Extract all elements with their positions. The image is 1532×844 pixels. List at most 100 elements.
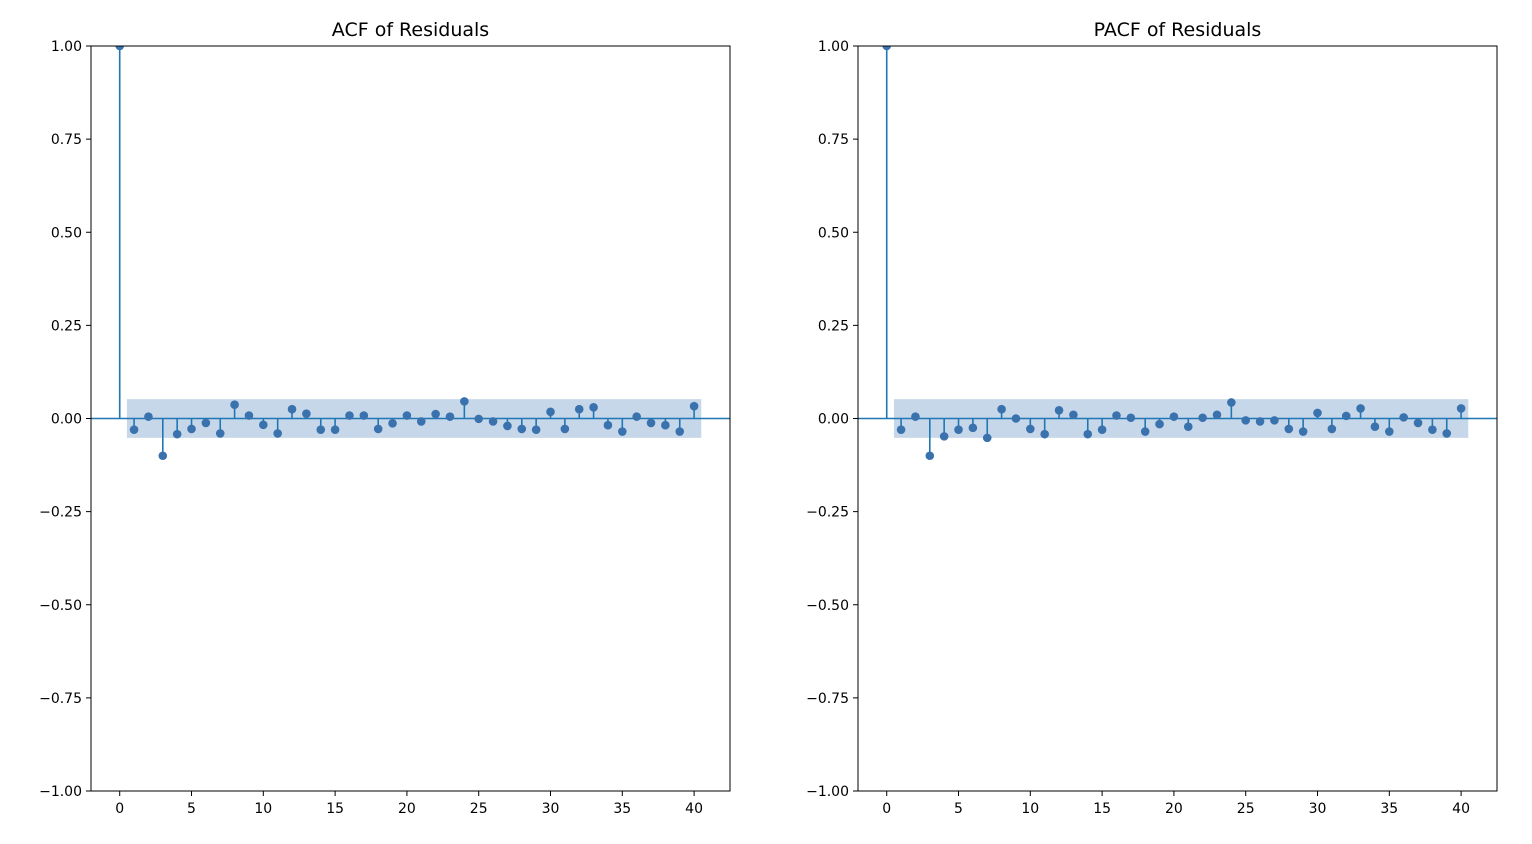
- pacf-marker-lag-21: [1183, 422, 1193, 431]
- pacf-marker-lag-22: [1198, 413, 1207, 423]
- acf-marker-lag-1: [129, 425, 139, 434]
- pacf-marker-lag-11: [1040, 429, 1049, 439]
- pacf-marker-lag-30: [1313, 408, 1322, 418]
- acf-marker-lag-13: [302, 409, 311, 418]
- acf-marker-lag-5: [187, 424, 196, 434]
- acf-marker-lag-29: [531, 425, 541, 434]
- pacf-marker-lag-0: [882, 46, 892, 51]
- acf-marker-lag-8: [230, 400, 239, 410]
- acf-marker-lag-12: [287, 404, 297, 414]
- pacf-y-tick-label: 0.50: [818, 225, 849, 241]
- acf-y-tick-label: −0.25: [39, 505, 82, 521]
- pacf-y-tick-label: 1.00: [818, 39, 849, 55]
- pacf-x-tick-label: 0: [882, 801, 891, 817]
- acf-y-tick-label: 1.00: [51, 39, 82, 55]
- acf-marker-lag-40: [689, 401, 699, 411]
- acf-marker-lag-11: [273, 429, 282, 438]
- pacf-marker-lag-4: [939, 432, 949, 441]
- pacf-marker-lag-13: [1069, 410, 1078, 420]
- acf-marker-lag-35: [618, 427, 627, 436]
- pacf-x-tick-label: 30: [1309, 801, 1327, 817]
- acf-marker-lag-37: [646, 418, 656, 428]
- acf-marker-lag-10: [259, 420, 268, 430]
- pacf-marker-lag-6: [968, 423, 978, 433]
- pacf-marker-lag-36: [1399, 413, 1408, 422]
- acf-y-tick-label: −1.00: [39, 784, 82, 800]
- pacf-x-tick-label: 25: [1237, 801, 1255, 817]
- pacf-marker-lag-8: [997, 404, 1006, 414]
- pacf-marker-lag-27: [1270, 416, 1279, 425]
- acf-marker-lag-6: [201, 418, 211, 428]
- pacf-marker-lag-31: [1327, 424, 1337, 434]
- acf-marker-lag-4: [172, 429, 182, 439]
- acf-panel: ACF of Residuals −1.00 −0.75 −0.50 −0.25 0.0…: [39, 19, 731, 817]
- pacf-marker-lag-35: [1385, 427, 1394, 436]
- pacf-marker-lag-38: [1428, 425, 1437, 434]
- acf-marker-lag-27: [503, 421, 512, 431]
- pacf-x-tick-label: 35: [1380, 801, 1398, 817]
- acf-y-tick-label: −0.50: [39, 598, 82, 614]
- pacf-y-tick-label: −0.75: [806, 691, 849, 707]
- pacf-marker-lag-15: [1097, 425, 1107, 434]
- pacf-marker-lag-39: [1442, 429, 1452, 438]
- pacf-marker-lag-12: [1054, 406, 1064, 415]
- acf-marker-lag-0: [115, 46, 125, 51]
- pacf-marker-lag-40: [1456, 404, 1466, 413]
- acf-title: ACF of Residuals: [332, 19, 489, 41]
- acf-x-tick-label: 15: [326, 801, 344, 817]
- acf-y-tick-label: −0.75: [39, 691, 82, 707]
- pacf-marker-lag-24: [1227, 398, 1236, 407]
- acf-marker-lag-16: [345, 411, 354, 420]
- pacf-marker-lag-19: [1155, 419, 1164, 429]
- acf-x-tick-label: 10: [254, 801, 272, 817]
- acf-marker-lag-25: [474, 414, 484, 424]
- pacf-plot-area: [858, 46, 1497, 461]
- pacf-x-tick-label: 10: [1021, 801, 1039, 817]
- pacf-marker-lag-10: [1026, 424, 1035, 434]
- pacf-marker-lag-16: [1112, 411, 1121, 420]
- acf-marker-lag-15: [330, 425, 340, 434]
- acf-marker-lag-3: [158, 451, 168, 461]
- acf-marker-lag-18: [373, 424, 383, 434]
- acf-marker-lag-21: [416, 417, 426, 426]
- pacf-y-tick-label: 0.25: [818, 318, 849, 334]
- acf-marker-lag-23: [445, 412, 455, 421]
- pacf-marker-lag-18: [1140, 427, 1150, 436]
- pacf-marker-lag-33: [1356, 404, 1365, 413]
- acf-plot-area: [91, 46, 730, 461]
- acf-marker-lag-38: [661, 420, 670, 430]
- acf-marker-lag-17: [359, 411, 369, 420]
- acf-marker-lag-30: [546, 407, 555, 417]
- pacf-x-tick-label: 5: [954, 801, 963, 817]
- pacf-marker-lag-34: [1370, 422, 1380, 431]
- pacf-marker-lag-23: [1212, 410, 1222, 420]
- pacf-marker-lag-29: [1298, 427, 1308, 436]
- pacf-x-tick-label: 15: [1093, 801, 1111, 817]
- pacf-marker-lag-17: [1126, 413, 1136, 423]
- acf-x-tick-label: 25: [470, 801, 488, 817]
- pacf-y-tick-label: −1.00: [806, 784, 849, 800]
- acf-marker-lag-7: [215, 429, 225, 438]
- acf-x-tick-label: 0: [115, 801, 124, 817]
- pacf-marker-lag-1: [896, 425, 906, 434]
- pacf-marker-lag-5: [954, 425, 963, 434]
- pacf-title: PACF of Residuals: [1094, 19, 1262, 41]
- acf-marker-lag-32: [574, 404, 584, 414]
- pacf-marker-lag-28: [1284, 424, 1294, 434]
- pacf-y-tick-label: 0.75: [818, 132, 849, 148]
- acf-marker-lag-34: [603, 420, 613, 430]
- acf-marker-lag-28: [517, 424, 527, 434]
- pacf-marker-lag-2: [911, 412, 920, 421]
- pacf-panel: PACF of Residuals −1.00 −0.75 −0.50 −0.25 0.…: [806, 19, 1498, 817]
- acf-y-tick-label: 0.50: [51, 225, 82, 241]
- pacf-marker-lag-20: [1169, 412, 1179, 421]
- acf-marker-lag-36: [632, 412, 641, 421]
- acf-y-tick-label: 0.00: [51, 412, 82, 428]
- pacf-x-tick-label: 20: [1165, 801, 1183, 817]
- acf-marker-lag-9: [244, 411, 254, 420]
- pacf-marker-lag-7: [982, 433, 992, 443]
- acf-marker-lag-31: [560, 424, 570, 434]
- pacf-marker-lag-25: [1241, 416, 1251, 425]
- pacf-y-tick-label: −0.50: [806, 598, 849, 614]
